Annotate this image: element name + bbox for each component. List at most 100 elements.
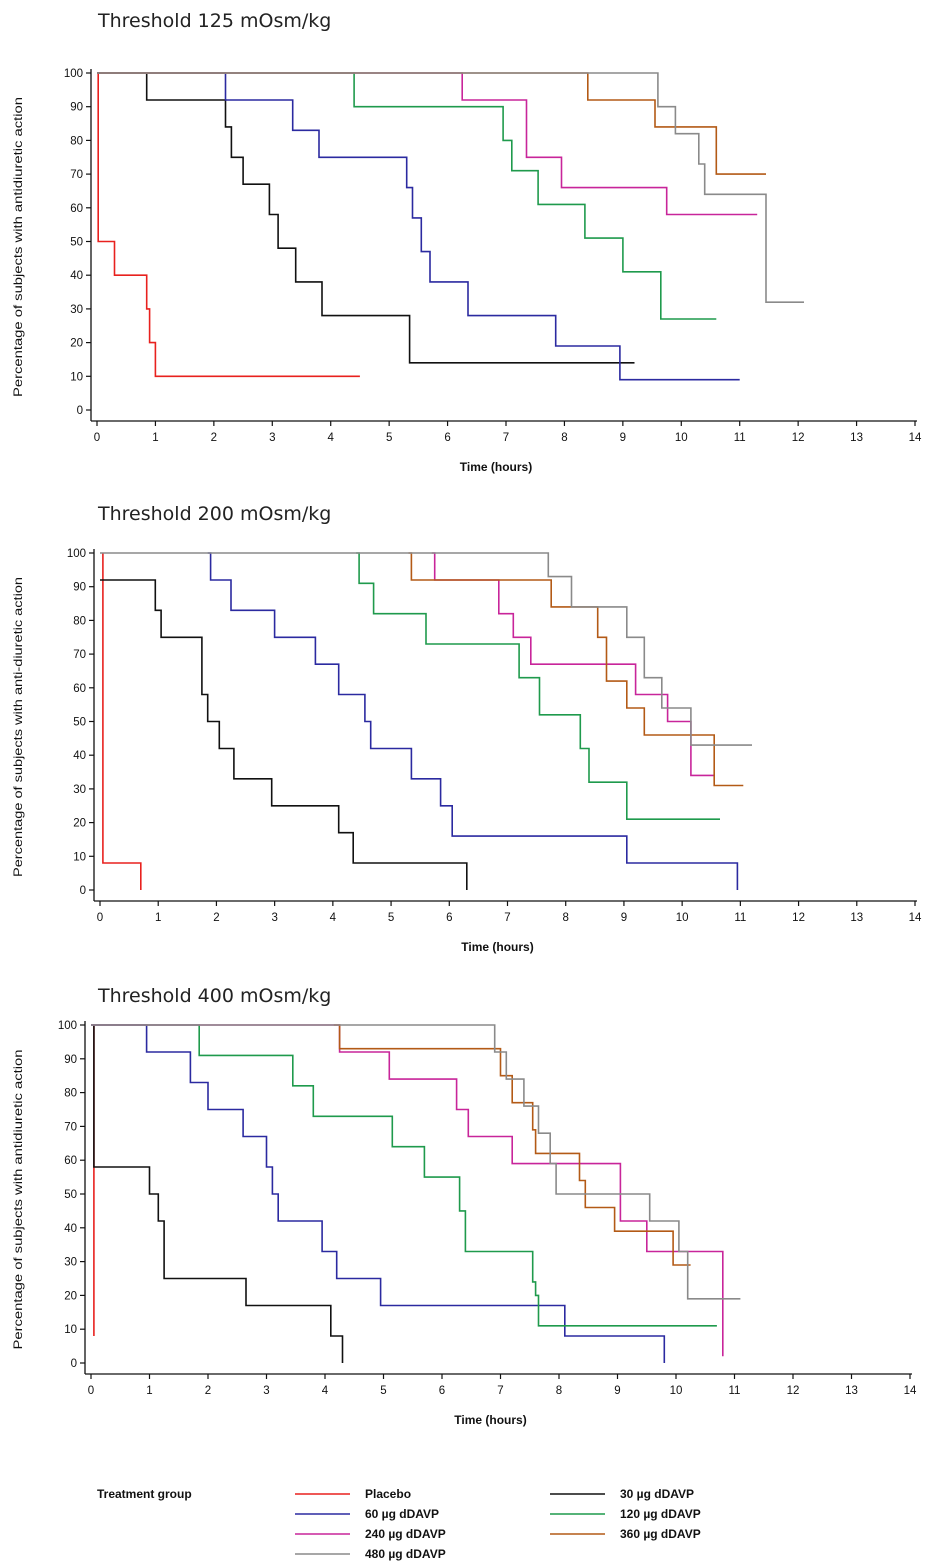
x-tick-label: 3 <box>269 432 275 444</box>
x-tick-label: 13 <box>850 912 863 924</box>
y-tick-label: 10 <box>70 371 83 383</box>
chart-threshold-200: Threshold 200 mOsm/kg0102030405060708090… <box>11 503 922 954</box>
x-tick-label: 7 <box>503 432 509 444</box>
x-tick-label: 0 <box>88 1385 94 1397</box>
x-axis-label: Time (hours) <box>460 460 532 474</box>
x-tick-label: 3 <box>271 912 277 924</box>
x-tick-label: 5 <box>380 1385 386 1397</box>
legend-label-placebo: Placebo <box>365 1487 411 1501</box>
series-line-30-ug-ddavp <box>100 579 468 890</box>
x-tick-label: 14 <box>909 432 922 444</box>
legend: Treatment group Placebo 30 µg dDAVP 60 µg d… <box>97 1487 701 1561</box>
x-tick-label: 2 <box>211 432 217 444</box>
y-tick-label: 50 <box>64 1189 77 1201</box>
x-tick-label: 11 <box>734 432 746 444</box>
legend-label-480-ug-ddavp: 480 µg dDAVP <box>365 1547 446 1561</box>
y-tick-label: 50 <box>73 717 86 729</box>
x-tick-label: 11 <box>734 912 746 924</box>
x-tick-label: 11 <box>729 1385 741 1397</box>
x-tick-label: 0 <box>94 432 100 444</box>
chart-title: Threshold 400 mOsm/kg <box>97 985 331 1007</box>
series-line-360-ug-ddavp <box>97 72 766 175</box>
x-tick-label: 10 <box>670 1385 683 1397</box>
y-axis-label: Percentage of subjects with antidiuretic… <box>11 1050 25 1350</box>
y-axis-label: Percentage of subjects with antidiuretic… <box>11 97 25 397</box>
series-line-60-ug-ddavp <box>97 72 740 381</box>
legend-title: Treatment group <box>97 1487 192 1501</box>
y-tick-label: 20 <box>70 338 83 350</box>
x-tick-label: 9 <box>614 1385 620 1397</box>
series-line-120-ug-ddavp <box>91 1024 717 1327</box>
chart-title: Threshold 125 mOsm/kg <box>97 10 331 32</box>
x-tick-label: 12 <box>792 912 805 924</box>
y-tick-label: 30 <box>70 304 83 316</box>
x-tick-label: 8 <box>563 912 569 924</box>
series-line-120-ug-ddavp <box>97 72 717 320</box>
x-tick-label: 1 <box>146 1385 152 1397</box>
series-line-480-ug-ddavp <box>91 1024 741 1300</box>
y-tick-label: 20 <box>73 818 86 830</box>
y-tick-label: 0 <box>71 1358 77 1370</box>
y-tick-label: 30 <box>64 1257 77 1269</box>
chart-threshold-400: Threshold 400 mOsm/kg0102030405060708090… <box>11 985 917 1427</box>
y-tick-label: 90 <box>73 582 86 594</box>
series-line-240-ug-ddavp <box>91 1024 724 1357</box>
y-tick-label: 80 <box>64 1088 77 1100</box>
y-tick-label: 90 <box>70 102 83 114</box>
x-tick-label: 7 <box>497 1385 503 1397</box>
x-tick-label: 4 <box>322 1385 329 1397</box>
x-tick-label: 9 <box>621 912 627 924</box>
y-tick-label: 20 <box>64 1290 77 1302</box>
series-line-placebo <box>102 553 142 890</box>
series-line-240-ug-ddavp <box>97 72 758 216</box>
x-tick-label: 3 <box>263 1385 269 1397</box>
y-tick-label: 60 <box>70 203 83 215</box>
chart-threshold-125: Threshold 125 mOsm/kg0102030405060708090… <box>11 10 922 474</box>
x-tick-label: 6 <box>444 432 450 444</box>
legend-label-360-ug-ddavp: 360 µg dDAVP <box>620 1527 701 1541</box>
series-line-480-ug-ddavp <box>97 72 804 303</box>
series-line-240-ug-ddavp <box>431 552 715 777</box>
x-tick-label: 8 <box>561 432 567 444</box>
x-tick-label: 12 <box>787 1385 800 1397</box>
series-line-120-ug-ddavp <box>356 552 720 820</box>
y-tick-label: 40 <box>73 750 86 762</box>
x-tick-label: 10 <box>675 432 688 444</box>
y-tick-label: 90 <box>64 1054 77 1066</box>
y-tick-label: 80 <box>70 135 83 147</box>
y-tick-label: 10 <box>64 1324 77 1336</box>
series-line-360-ug-ddavp <box>408 552 744 787</box>
y-tick-label: 100 <box>58 1020 77 1032</box>
x-tick-label: 6 <box>439 1385 445 1397</box>
x-tick-label: 8 <box>556 1385 562 1397</box>
series-line-480-ug-ddavp <box>100 552 752 746</box>
y-tick-label: 40 <box>70 270 83 282</box>
y-axis-label: Percentage of subjects with anti-diureti… <box>11 577 25 877</box>
y-tick-label: 70 <box>73 649 86 661</box>
x-tick-label: 0 <box>97 912 103 924</box>
x-tick-label: 4 <box>330 912 337 924</box>
x-tick-label: 2 <box>213 912 219 924</box>
series-line-placebo <box>97 72 360 378</box>
x-tick-label: 1 <box>155 912 161 924</box>
series-line-30-ug-ddavp <box>97 72 635 364</box>
y-tick-label: 10 <box>73 851 86 863</box>
legend-label-120-ug-ddavp: 120 µg dDAVP <box>620 1507 701 1521</box>
x-tick-label: 2 <box>205 1385 211 1397</box>
x-tick-label: 9 <box>620 432 626 444</box>
x-tick-label: 14 <box>904 1385 917 1397</box>
legend-label-240-ug-ddavp: 240 µg dDAVP <box>365 1527 446 1541</box>
y-tick-label: 0 <box>77 405 83 417</box>
series-line-360-ug-ddavp <box>333 1024 691 1266</box>
y-tick-label: 100 <box>67 548 86 560</box>
chart-title: Threshold 200 mOsm/kg <box>97 503 331 525</box>
x-tick-label: 5 <box>386 432 392 444</box>
x-tick-label: 13 <box>850 432 863 444</box>
y-tick-label: 60 <box>64 1155 77 1167</box>
x-tick-label: 7 <box>504 912 510 924</box>
y-tick-label: 60 <box>73 683 86 695</box>
x-tick-label: 1 <box>152 432 158 444</box>
legend-label-60-ug-ddavp: 60 µg dDAVP <box>365 1507 439 1521</box>
x-axis-label: Time (hours) <box>454 1413 526 1427</box>
